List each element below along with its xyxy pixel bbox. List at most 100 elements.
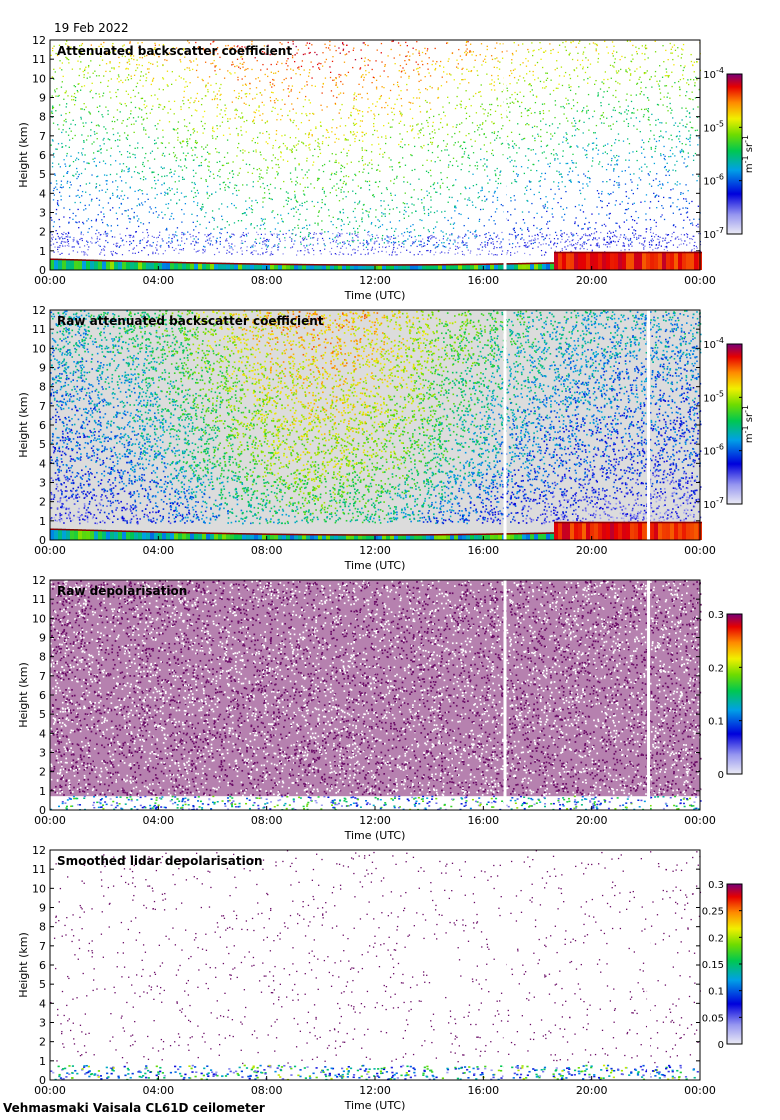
heatmap-cell xyxy=(610,77,612,79)
heatmap-cell xyxy=(83,252,85,254)
heatmap-cell xyxy=(162,77,164,79)
heatmap-cell xyxy=(268,188,270,191)
heatmap-cell xyxy=(371,248,373,250)
heatmap-cell xyxy=(514,91,516,94)
heatmap-cell xyxy=(497,75,499,77)
heatmap-cell xyxy=(577,242,579,244)
heatmap-cell xyxy=(417,123,419,125)
heatmap-cell xyxy=(635,94,638,96)
heatmap-cell xyxy=(392,241,395,243)
heatmap-cell xyxy=(120,244,122,247)
heatmap-cell xyxy=(306,177,309,179)
heatmap-cell xyxy=(448,58,450,60)
heatmap-cell xyxy=(484,241,486,243)
heatmap-cell xyxy=(64,237,66,240)
heatmap-cell xyxy=(289,118,291,121)
heatmap-cell xyxy=(502,43,504,45)
heatmap-cell xyxy=(350,132,352,134)
heatmap-cell xyxy=(295,125,298,127)
heatmap-cell xyxy=(103,41,105,44)
heatmap-cell xyxy=(103,254,106,256)
heatmap-cell xyxy=(680,65,682,67)
heatmap-cell xyxy=(619,83,621,85)
heatmap-cell xyxy=(166,175,168,177)
heatmap-cell xyxy=(460,213,462,216)
heatmap-cell xyxy=(217,53,219,55)
heatmap-cell xyxy=(92,152,95,154)
heatmap-cell xyxy=(301,88,303,90)
heatmap-cell xyxy=(297,67,299,69)
heatmap-cell xyxy=(627,208,630,210)
heatmap-cell xyxy=(684,65,686,67)
heatmap-cell xyxy=(617,240,619,243)
heatmap-cell xyxy=(263,240,265,242)
heatmap-cell xyxy=(122,198,124,200)
heatmap-cell xyxy=(595,222,597,224)
heatmap-cell xyxy=(246,208,248,211)
heatmap-cell xyxy=(82,221,84,224)
heatmap-cell xyxy=(654,70,657,73)
heatmap-cell xyxy=(292,40,294,43)
heatmap-cell xyxy=(145,112,148,115)
heatmap-cell xyxy=(582,51,585,53)
heatmap-cell xyxy=(603,78,605,81)
heatmap-cell xyxy=(85,208,87,210)
heatmap-cell xyxy=(194,146,196,148)
heatmap-cell xyxy=(332,79,334,81)
heatmap-cell xyxy=(196,131,198,133)
heatmap-cell xyxy=(686,216,689,218)
heatmap-cell xyxy=(277,222,279,224)
heatmap-cell xyxy=(540,135,542,138)
heatmap-cell xyxy=(366,242,368,244)
heatmap-cell xyxy=(53,68,55,70)
heatmap-cell xyxy=(517,44,520,46)
heatmap-cell xyxy=(381,239,383,241)
heatmap-cell xyxy=(658,85,660,87)
heatmap-cell xyxy=(544,87,546,89)
heatmap-cell xyxy=(91,226,93,228)
heatmap-cell xyxy=(512,170,515,173)
heatmap-cell xyxy=(370,151,373,153)
heatmap-cell xyxy=(675,135,678,138)
heatmap-cell xyxy=(173,100,176,103)
heatmap-cell xyxy=(290,149,293,152)
heatmap-cell xyxy=(187,99,189,101)
heatmap-cell xyxy=(627,125,630,127)
heatmap-cell xyxy=(546,210,548,213)
heatmap-cell xyxy=(475,234,477,236)
heatmap-cell xyxy=(300,243,302,245)
heatmap-cell xyxy=(628,249,630,251)
heatmap-cell xyxy=(312,66,314,68)
heatmap-cell xyxy=(461,79,463,81)
heatmap-cell xyxy=(533,224,535,227)
heatmap-cell xyxy=(647,111,650,113)
heatmap-cell xyxy=(416,124,418,126)
heatmap-cell xyxy=(522,218,525,221)
heatmap-cell xyxy=(641,139,643,141)
heatmap-cell xyxy=(582,227,584,230)
heatmap-cell xyxy=(86,162,88,164)
heatmap-cell xyxy=(315,126,317,128)
heatmap-cell xyxy=(263,158,265,160)
heatmap-cell xyxy=(469,252,471,254)
heatmap-cell xyxy=(233,187,236,189)
heatmap-cell xyxy=(673,124,675,126)
heatmap-cell xyxy=(155,183,157,185)
heatmap-cell xyxy=(353,93,355,96)
heatmap-cell xyxy=(373,196,375,198)
heatmap-cell xyxy=(461,240,464,242)
heatmap-cell xyxy=(413,254,415,256)
heatmap-cell xyxy=(125,166,128,168)
heatmap-cell xyxy=(609,239,611,241)
heatmap-cell xyxy=(264,233,266,235)
heatmap-cell xyxy=(196,189,199,192)
heatmap-cell xyxy=(57,143,60,145)
heatmap-cell xyxy=(202,148,205,150)
heatmap-cell xyxy=(390,159,392,161)
heatmap-cell xyxy=(389,208,391,211)
heatmap-cell xyxy=(318,62,320,64)
heatmap-cell xyxy=(306,160,308,162)
heatmap-cell xyxy=(618,225,621,227)
heatmap-cell xyxy=(565,40,567,43)
heatmap-cell xyxy=(321,228,323,231)
